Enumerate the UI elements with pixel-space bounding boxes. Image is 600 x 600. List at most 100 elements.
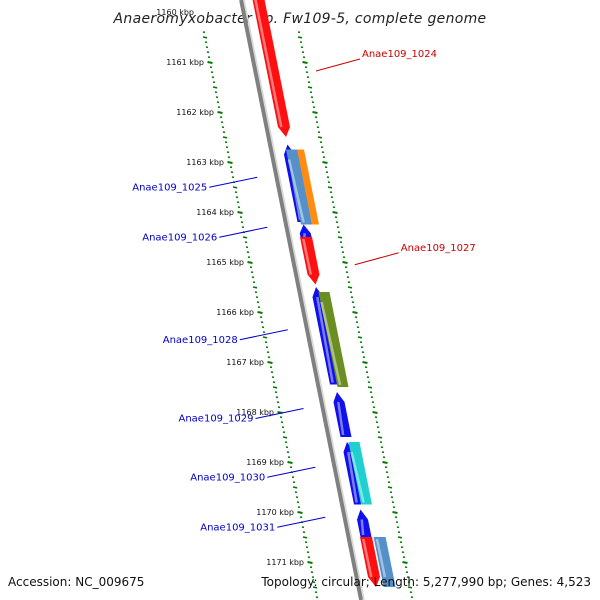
accession-text: Accession: NC_009675 xyxy=(8,575,144,589)
tick-label: 1162 kbp xyxy=(176,108,214,117)
tick-mark-right xyxy=(347,286,353,289)
gene-shine xyxy=(320,301,342,386)
gene-shine xyxy=(287,159,305,223)
tick-mark-left xyxy=(257,311,263,314)
leader-line xyxy=(219,226,268,238)
tick-mark-right xyxy=(372,411,378,414)
tick-mark-right xyxy=(352,311,358,314)
tick-mark-right xyxy=(392,511,398,514)
gene-shine xyxy=(362,538,373,578)
tick-mark-left xyxy=(312,586,318,589)
gene-label-anae109_1028: Anae109_1028 xyxy=(163,329,288,346)
gene-shine xyxy=(302,238,313,275)
gene-body xyxy=(357,509,372,537)
leader-line xyxy=(354,252,399,266)
tick-label: 1170 kbp xyxy=(256,508,294,517)
gene-label-anae109_1025: Anae109_1025 xyxy=(132,176,258,193)
gene-body xyxy=(286,149,312,225)
gene-label-text: Anae109_1027 xyxy=(401,243,476,254)
gene-shine xyxy=(254,0,283,128)
gene-shine xyxy=(337,401,345,436)
tick-label: 1165 kbp xyxy=(206,258,244,267)
backbone-line xyxy=(239,0,364,600)
tick-label: 1167 kbp xyxy=(226,358,264,367)
gene-arrow xyxy=(360,537,380,587)
gene-shine xyxy=(375,538,387,578)
scale-ticks: 1160 kbp 1161 kbp 1162 kbp 1163 kbp 1164 kbp… xyxy=(156,8,414,599)
tick-mark-left xyxy=(292,486,298,489)
tick-label: 1166 kbp xyxy=(216,308,254,317)
tick-label: 1171 kbp xyxy=(266,558,304,567)
leader-line xyxy=(255,408,304,419)
gene-features xyxy=(252,0,396,587)
tick-mark-left xyxy=(212,86,218,89)
tick-mark-left xyxy=(222,136,228,139)
gene-body xyxy=(318,292,349,387)
tick-mark-left xyxy=(297,511,303,514)
gene-label-anae109_1024: Anae109_1024 xyxy=(315,49,437,72)
gene-label-anae109_1030: Anae109_1030 xyxy=(190,466,316,483)
tick-mark-left xyxy=(307,561,313,564)
gene-shine xyxy=(316,296,334,383)
leader-line xyxy=(239,329,288,341)
tick-mark-right xyxy=(342,261,348,264)
tick-mark-right xyxy=(377,436,383,439)
map-title: Anaeromyxobacter sp. Fw109-5, complete g… xyxy=(113,11,487,27)
tick-mark-right xyxy=(382,461,388,464)
gene-label-anae109_1026: Anae109_1026 xyxy=(142,226,268,243)
tick-label: 1168 kbp xyxy=(236,408,274,417)
topology-text: Topology: circular; Length: 5,277,990 bp… xyxy=(260,575,591,589)
tick-mark-right xyxy=(312,111,318,114)
tick-mark-right xyxy=(402,561,408,564)
tick-mark-right xyxy=(357,336,363,339)
tick-mark-left xyxy=(202,36,208,39)
tick-mark-left xyxy=(252,286,258,289)
gene-body xyxy=(300,237,320,285)
tick-mark-right xyxy=(307,86,313,89)
gene-label-text: Anae109_1024 xyxy=(362,49,437,60)
tick-mark-left xyxy=(237,211,243,214)
gene-label-text: Anae109_1030 xyxy=(190,472,265,483)
tick-mark-right xyxy=(407,586,413,589)
gene-label-text: Anae109_1025 xyxy=(132,182,207,193)
gene-label-anae109_1029: Anae109_1029 xyxy=(179,408,304,425)
tick-mark-right xyxy=(297,36,303,39)
gene-label-text: Anae109_1029 xyxy=(179,414,254,425)
tick-mark-left xyxy=(207,61,213,64)
gene-arrow-anae109_1024 xyxy=(252,0,290,137)
tick-mark-right xyxy=(367,386,373,389)
tick-mark-left xyxy=(282,436,288,439)
backbone-highlight xyxy=(243,0,365,600)
leader-line xyxy=(277,516,326,528)
tick-label: 1160 kbp xyxy=(156,8,194,17)
gene-label-text: Anae109_1031 xyxy=(200,522,275,533)
tick-mark-right xyxy=(317,136,323,139)
gene-arrow-anae109_1029 xyxy=(333,392,352,437)
gene-label-anae109_1031: Anae109_1031 xyxy=(200,516,326,533)
backbone xyxy=(239,0,365,600)
tick-mark-right xyxy=(387,486,393,489)
tick-label: 1163 kbp xyxy=(186,158,224,167)
tick-mark-right xyxy=(332,211,338,214)
leader-line xyxy=(209,176,258,188)
tick-label: 1169 kbp xyxy=(246,458,284,467)
tick-label: 1161 kbp xyxy=(166,58,204,67)
gene-shine xyxy=(360,519,365,536)
tick-mark-left xyxy=(247,261,253,264)
tick-mark-right xyxy=(397,536,403,539)
tick-mark-left xyxy=(217,111,223,114)
tick-mark-right xyxy=(362,361,368,364)
gene-shine xyxy=(350,451,365,503)
tick-mark-left xyxy=(267,361,273,364)
gene-arrow xyxy=(286,149,312,225)
gene-arrow-anae109_1031 xyxy=(357,509,372,537)
gene-label-text: Anae109_1026 xyxy=(142,232,217,243)
tick-mark-left xyxy=(227,161,233,164)
gene-arrow xyxy=(348,442,372,505)
leader-line xyxy=(267,466,316,478)
tick-mark-left xyxy=(287,461,293,464)
tick-mark-right xyxy=(327,186,333,189)
tick-mark-left xyxy=(302,536,308,539)
tick-mark-right xyxy=(302,61,308,64)
